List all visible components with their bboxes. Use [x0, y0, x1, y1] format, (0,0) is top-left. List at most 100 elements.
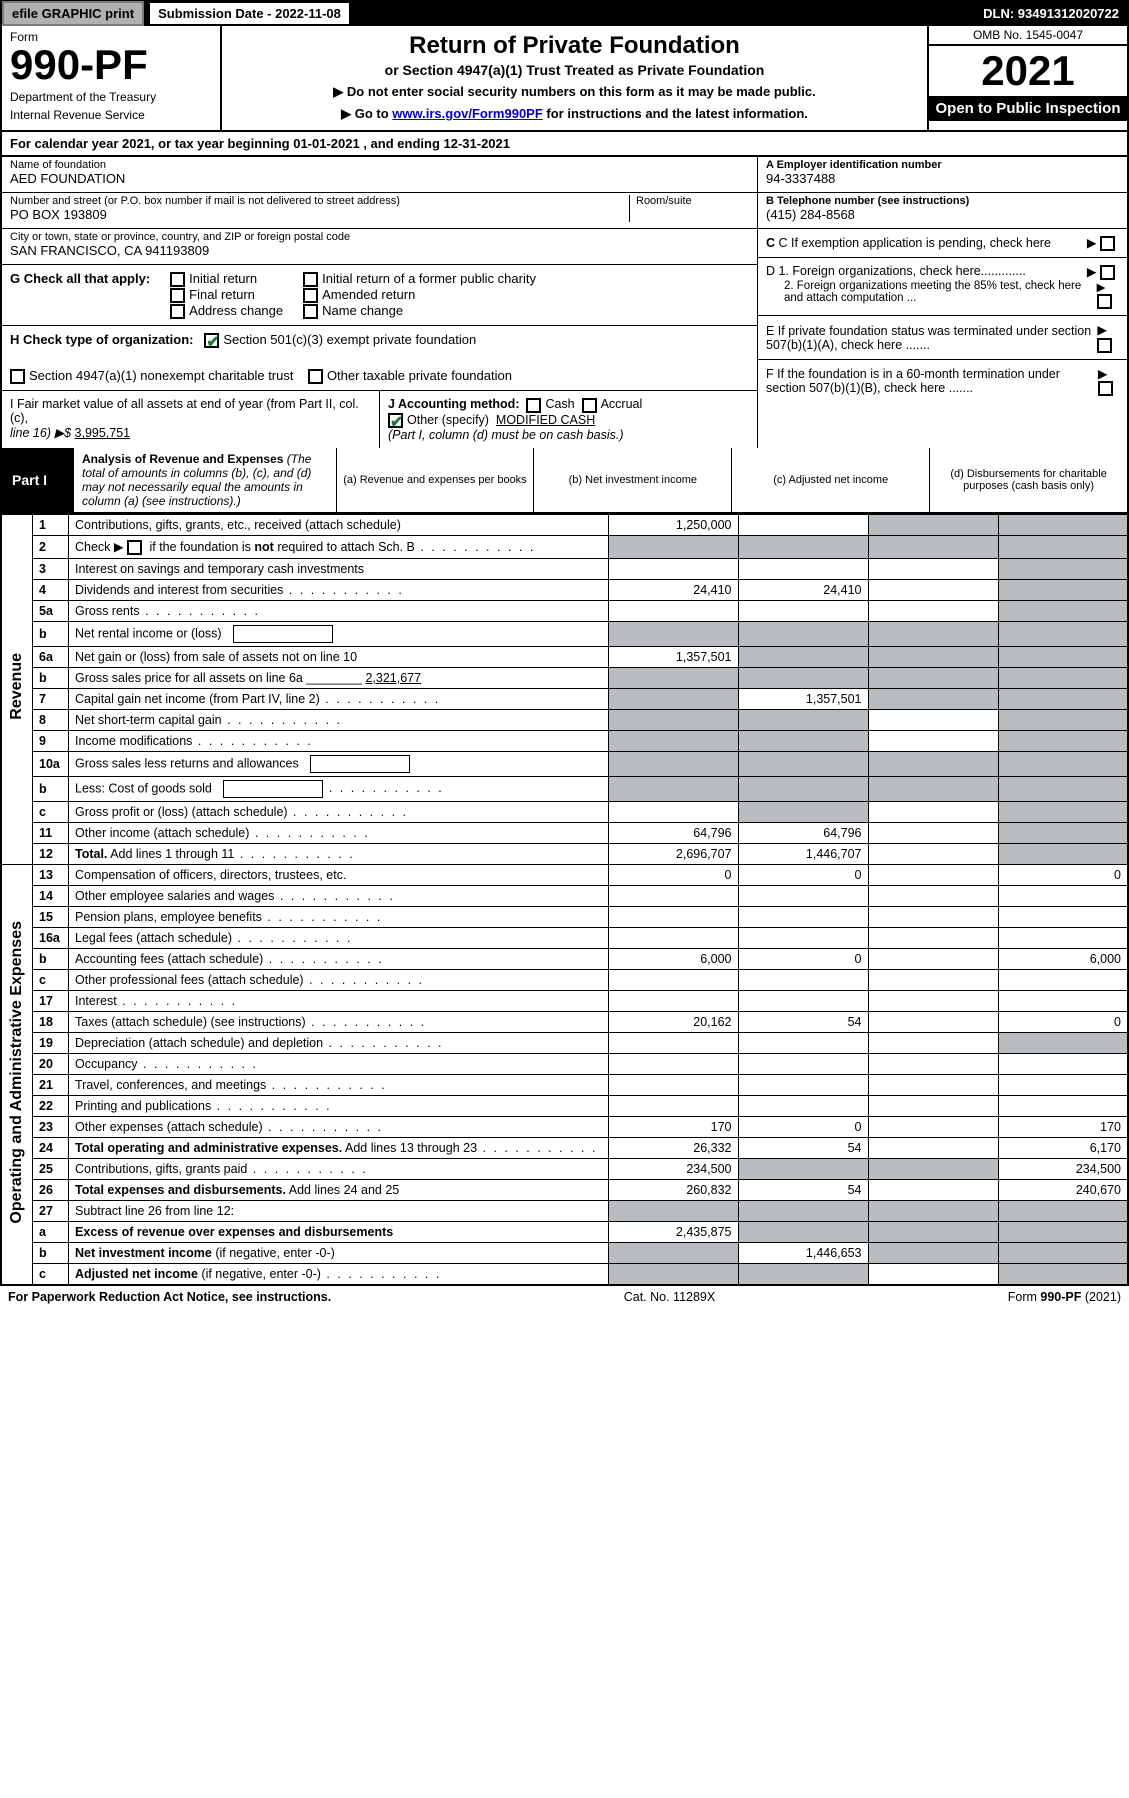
address-value: PO BOX 193809 [10, 207, 629, 222]
amount-cell [738, 1158, 868, 1179]
table-row: 9Income modifications [1, 730, 1128, 751]
dept-irs: Internal Revenue Service [10, 108, 212, 122]
cb-foreign-org[interactable] [1100, 265, 1115, 280]
cb-60month[interactable] [1098, 381, 1113, 396]
cb-other-taxable[interactable] [308, 369, 323, 384]
row-number: b [33, 776, 69, 801]
amount-cell [738, 558, 868, 579]
col-b-head: (b) Net investment income [533, 448, 731, 512]
amount-cell [868, 948, 998, 969]
amount-cell [998, 1095, 1128, 1116]
efile-print-button[interactable]: efile GRAPHIC print [2, 1, 144, 26]
row-desc: Printing and publications [69, 1095, 609, 1116]
cb-initial-return[interactable] [170, 272, 185, 287]
amount-cell [608, 906, 738, 927]
row-number: c [33, 1263, 69, 1285]
row-desc: Total operating and administrative expen… [69, 1137, 609, 1158]
table-row: 8Net short-term capital gain [1, 709, 1128, 730]
row-desc: Net gain or (loss) from sale of assets n… [69, 646, 609, 667]
row-number: 14 [33, 885, 69, 906]
amount-cell [608, 990, 738, 1011]
dln: DLN: 93491312020722 [983, 6, 1127, 21]
opt-other: Other (specify) [407, 413, 489, 427]
row-number: 20 [33, 1053, 69, 1074]
amount-cell [998, 579, 1128, 600]
amount-cell [998, 1032, 1128, 1053]
row-desc: Total. Add lines 1 through 11 [69, 843, 609, 864]
row-desc: Pension plans, employee benefits [69, 906, 609, 927]
amount-cell: 234,500 [608, 1158, 738, 1179]
cb-other-method[interactable] [388, 413, 403, 428]
amount-cell [738, 969, 868, 990]
cb-terminated[interactable] [1097, 338, 1112, 353]
amount-cell [868, 864, 998, 885]
amount-cell [608, 776, 738, 801]
cb-501c3[interactable] [204, 333, 219, 348]
table-row: cOther professional fees (attach schedul… [1, 969, 1128, 990]
amount-cell [998, 1053, 1128, 1074]
table-row: 11Other income (attach schedule)64,79664… [1, 822, 1128, 843]
row-number: 6a [33, 646, 69, 667]
amount-cell [998, 927, 1128, 948]
amount-cell: 0 [738, 864, 868, 885]
city-value: SAN FRANCISCO, CA 941193809 [10, 243, 749, 258]
table-row: 15Pension plans, employee benefits [1, 906, 1128, 927]
name-label: Name of foundation [10, 159, 749, 171]
cb-amended[interactable] [303, 288, 318, 303]
amount-cell: 170 [608, 1116, 738, 1137]
part1-label: Part I [2, 448, 74, 512]
cb-initial-former[interactable] [303, 272, 318, 287]
row-desc: Net short-term capital gain [69, 709, 609, 730]
amount-cell [998, 1242, 1128, 1263]
table-row: 20Occupancy [1, 1053, 1128, 1074]
identification-block: Name of foundation AED FOUNDATION Number… [0, 157, 1129, 448]
row-number: 17 [33, 990, 69, 1011]
opt-amended: Amended return [322, 287, 415, 302]
table-row: bNet rental income or (loss) [1, 621, 1128, 646]
cb-4947[interactable] [10, 369, 25, 384]
row-desc: Gross rents [69, 600, 609, 621]
amount-cell [998, 730, 1128, 751]
row-number: 18 [33, 1011, 69, 1032]
cb-accrual[interactable] [582, 398, 597, 413]
table-row: 25Contributions, gifts, grants paid234,5… [1, 1158, 1128, 1179]
amount-cell: 1,357,501 [608, 646, 738, 667]
row-desc: Accounting fees (attach schedule) [69, 948, 609, 969]
amount-cell: 26,332 [608, 1137, 738, 1158]
row-desc: Gross profit or (loss) (attach schedule) [69, 801, 609, 822]
row-number: 9 [33, 730, 69, 751]
row-number: 2 [33, 535, 69, 558]
table-row: cGross profit or (loss) (attach schedule… [1, 801, 1128, 822]
cb-address-change[interactable] [170, 304, 185, 319]
row-number: 24 [33, 1137, 69, 1158]
row-number: 15 [33, 906, 69, 927]
amount-cell [738, 990, 868, 1011]
cb-name-change[interactable] [303, 304, 318, 319]
amount-cell [998, 667, 1128, 688]
e-row: E If private foundation status was termi… [758, 316, 1127, 359]
room-label: Room/suite [636, 195, 749, 207]
row-desc: Compensation of officers, directors, tru… [69, 864, 609, 885]
amount-cell [998, 1074, 1128, 1095]
amount-cell [868, 558, 998, 579]
cb-cash[interactable] [526, 398, 541, 413]
row-number: b [33, 948, 69, 969]
amount-cell [868, 646, 998, 667]
amount-cell [868, 990, 998, 1011]
amount-cell [868, 1137, 998, 1158]
amount-cell [608, 1200, 738, 1221]
footer-mid: Cat. No. 11289X [624, 1290, 716, 1304]
amount-cell [998, 1200, 1128, 1221]
amount-cell: 6,000 [998, 948, 1128, 969]
irs-link[interactable]: www.irs.gov/Form990PF [392, 106, 543, 121]
cb-exemption-pending[interactable] [1100, 236, 1115, 251]
cb-final-return[interactable] [170, 288, 185, 303]
row-desc: Other employee salaries and wages [69, 885, 609, 906]
amount-cell [998, 709, 1128, 730]
amount-cell: 0 [738, 948, 868, 969]
amount-cell: 6,000 [608, 948, 738, 969]
amount-cell [738, 801, 868, 822]
amount-cell [608, 1053, 738, 1074]
cb-85pct[interactable] [1097, 294, 1112, 309]
row-desc: Other expenses (attach schedule) [69, 1116, 609, 1137]
